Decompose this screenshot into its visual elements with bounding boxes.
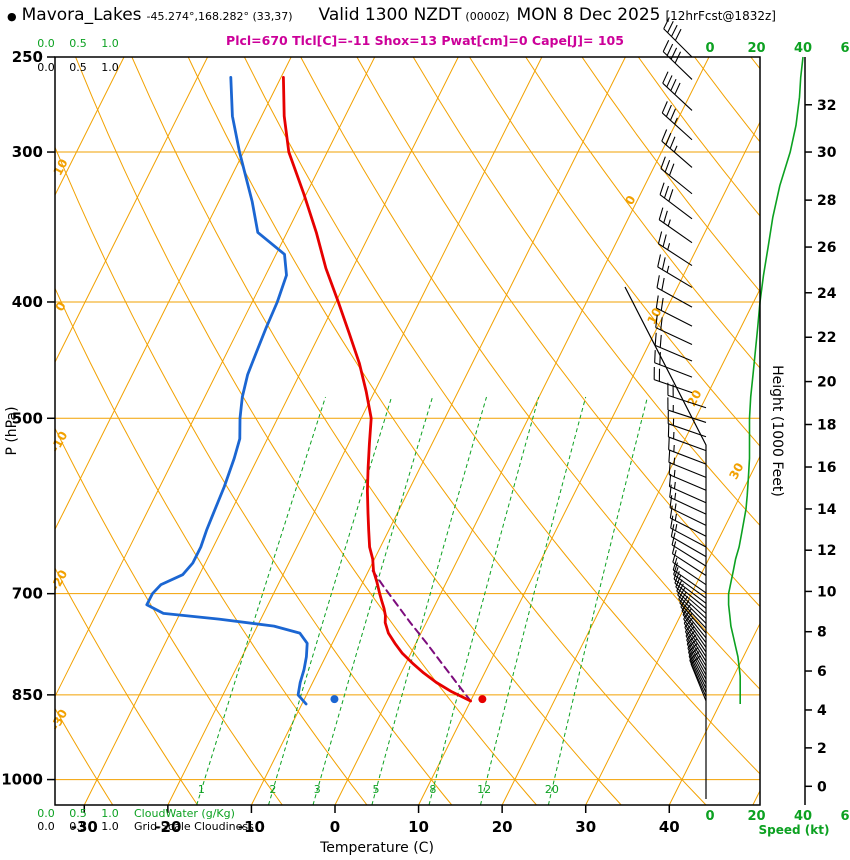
mixing-ratio-labels: 1 2 3 5 8 12 20 <box>198 783 559 796</box>
svg-text:60: 60 <box>840 809 850 824</box>
svg-text:8: 8 <box>429 783 436 796</box>
svg-text:6: 6 <box>817 664 827 680</box>
svg-text:30: 30 <box>817 145 837 161</box>
svg-text:0: 0 <box>817 779 827 795</box>
svg-text:3: 3 <box>314 783 321 796</box>
station-coordinates: -45.274°,168.282° (33,37) <box>146 10 293 23</box>
height-axis-label: Height (1000 Feet) <box>769 365 785 497</box>
svg-text:0.0: 0.0 <box>37 807 55 820</box>
svg-text:22: 22 <box>817 330 836 346</box>
wind-barbs <box>653 17 707 702</box>
svg-text:20: 20 <box>684 387 704 408</box>
svg-text:20: 20 <box>545 783 559 796</box>
surface-dewpoint-dot <box>330 695 339 704</box>
svg-text:4: 4 <box>817 703 827 719</box>
svg-text:0.0: 0.0 <box>37 37 55 50</box>
svg-text:850: 850 <box>12 686 43 704</box>
svg-text:0: 0 <box>622 193 638 207</box>
svg-text:300: 300 <box>12 143 43 161</box>
svg-text:12: 12 <box>477 783 491 796</box>
svg-text:24: 24 <box>817 286 837 302</box>
svg-text:1: 1 <box>198 783 205 796</box>
svg-text:20: 20 <box>817 375 837 391</box>
svg-text:0.0: 0.0 <box>37 820 55 833</box>
svg-text:20: 20 <box>492 818 513 836</box>
svg-text:14: 14 <box>817 502 837 518</box>
parcel-ascent-curve <box>371 569 472 702</box>
svg-text:20: 20 <box>747 41 765 56</box>
valid-time-utc: (0000Z) <box>465 10 510 23</box>
temperature-curve <box>281 76 473 703</box>
svg-text:400: 400 <box>12 293 43 311</box>
wind-speed-profile <box>727 56 804 704</box>
svg-text:2: 2 <box>817 741 827 757</box>
svg-text:12: 12 <box>817 543 836 559</box>
svg-text:10: 10 <box>51 157 71 178</box>
sounding-parameters: Plcl=670 Tlcl[C]=-11 Shox=13 Pwat[cm]=0 … <box>226 33 624 48</box>
svg-text:30: 30 <box>575 818 596 836</box>
dewpoint-curve <box>145 76 309 706</box>
svg-text:0.5: 0.5 <box>69 37 87 50</box>
cloudiness-scale-label: Grid-Scale Cloudiness <box>134 820 254 833</box>
svg-text:40: 40 <box>794 41 812 56</box>
temperature-axis-label: Temperature (C) <box>319 840 434 856</box>
svg-text:0.5: 0.5 <box>69 807 87 820</box>
surface-temperature-dot <box>478 695 487 704</box>
svg-text:1.0: 1.0 <box>101 820 119 833</box>
svg-text:250: 250 <box>12 48 43 66</box>
wind-region-boundary <box>624 286 707 799</box>
svg-text:0.5: 0.5 <box>69 61 87 74</box>
svg-text:10: 10 <box>644 305 664 326</box>
svg-text:0.5: 0.5 <box>69 820 87 833</box>
svg-text:-20: -20 <box>154 818 181 836</box>
svg-text:1.0: 1.0 <box>101 37 119 50</box>
svg-text:1.0: 1.0 <box>101 61 119 74</box>
svg-text:8: 8 <box>817 625 827 641</box>
background-grid <box>55 57 760 805</box>
svg-text:700: 700 <box>12 585 43 603</box>
svg-text:10: 10 <box>817 584 837 600</box>
svg-text:32: 32 <box>817 98 836 114</box>
svg-text:40: 40 <box>659 818 680 836</box>
svg-text:2: 2 <box>269 783 276 796</box>
svg-text:10: 10 <box>408 818 429 836</box>
svg-text:28: 28 <box>817 193 836 209</box>
svg-text:5: 5 <box>372 783 379 796</box>
pressure-axis-label: P (hPa) <box>4 406 20 455</box>
svg-text:0.0: 0.0 <box>37 61 55 74</box>
forecast-note: [12hrFcst@1832z] <box>665 9 776 23</box>
svg-text:1000: 1000 <box>1 771 43 789</box>
svg-text:18: 18 <box>817 418 836 434</box>
valid-date: MON 8 Dec 2025 <box>516 5 661 25</box>
valid-time: Valid 1300 NZDT <box>318 5 462 25</box>
svg-text:0: 0 <box>705 41 714 56</box>
svg-text:40: 40 <box>794 809 812 824</box>
svg-text:30: 30 <box>726 460 746 481</box>
svg-text:0: 0 <box>330 818 340 836</box>
svg-text:1.0: 1.0 <box>101 807 119 820</box>
station-bullet-icon: ● <box>7 10 17 23</box>
svg-text:60: 60 <box>840 41 850 56</box>
cloudwater-scale-label: CloudWater (g/Kg) <box>134 807 235 820</box>
svg-text:26: 26 <box>817 240 836 256</box>
svg-text:16: 16 <box>817 460 836 476</box>
title-bar: ● Mavora_Lakes -45.274°,168.282° (33,37)… <box>7 5 776 25</box>
svg-text:500: 500 <box>12 409 43 427</box>
svg-text:-30: -30 <box>71 818 98 836</box>
svg-text:-10: -10 <box>238 818 265 836</box>
speed-axis-label: Speed (kt) <box>759 823 830 837</box>
svg-text:20: 20 <box>747 809 765 824</box>
svg-text:-10: -10 <box>48 429 71 455</box>
station-name: Mavora_Lakes <box>21 5 142 25</box>
svg-text:0: 0 <box>705 809 714 824</box>
